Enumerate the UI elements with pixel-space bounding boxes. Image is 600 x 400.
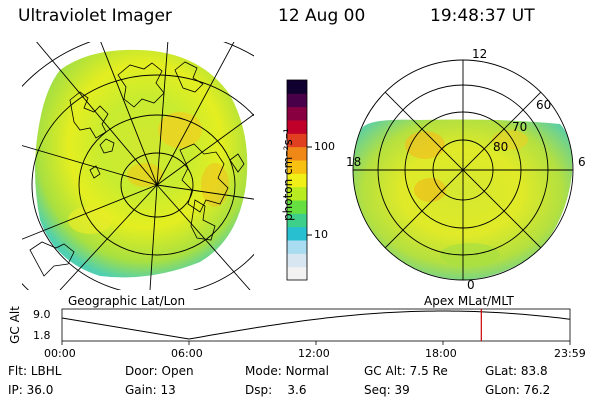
time-tick-2359: 23:59 xyxy=(554,347,586,360)
altitude-ylabel: GC Alt xyxy=(8,306,22,344)
mlt-label-0: 0 xyxy=(467,278,475,292)
geographic-map xyxy=(22,42,254,290)
colorbar-segment xyxy=(287,186,307,201)
info-gc-alt: GC Alt: 7.5 Re xyxy=(364,364,448,378)
observation-date: 12 Aug 00 xyxy=(278,6,366,26)
info-seq: Seq: 39 xyxy=(364,383,410,397)
altitude-ytick-max: 9.0 xyxy=(33,308,51,321)
altitude-plot xyxy=(61,308,571,345)
info-mode: Mode: Normal xyxy=(245,364,329,378)
colorbar-segment xyxy=(287,160,307,174)
time-tick-1200: 12:00 xyxy=(298,347,330,360)
colorbar-segment xyxy=(287,80,307,94)
colorbar-segment xyxy=(287,253,307,268)
time-tick-0600: 06:00 xyxy=(171,347,203,360)
colorbar-segment xyxy=(287,200,307,214)
colorbar-segment xyxy=(287,266,307,281)
magnetic-polar-plot xyxy=(352,59,574,281)
altitude-ytick-min: 1.8 xyxy=(33,329,51,342)
time-tick-1800: 18:00 xyxy=(425,347,457,360)
mlt-label-18: 18 xyxy=(346,155,362,169)
colorbar-segment xyxy=(287,93,307,108)
mlt-label-12: 12 xyxy=(472,47,488,61)
info-ip: IP: 36.0 xyxy=(8,383,54,397)
observation-time: 19:48:37 UT xyxy=(430,6,535,26)
colorbar-segment xyxy=(287,240,307,254)
lat-label-80: 80 xyxy=(493,140,509,154)
info-flt: Flt: LBHL xyxy=(8,364,62,378)
colorbar-segment xyxy=(287,133,307,148)
info-door: Door: Open xyxy=(125,364,194,378)
info-dsp: Dsp: 3.6 xyxy=(245,383,307,397)
colorbar-segment xyxy=(287,120,307,134)
info-glat: GLat: 83.8 xyxy=(485,364,548,378)
colorbar-tick-100: 100 xyxy=(314,140,335,153)
time-tick-0000: 00:00 xyxy=(44,347,76,360)
colorbar-segment xyxy=(287,226,307,241)
instrument-title: Ultraviolet Imager xyxy=(18,6,172,26)
colorbar-segment xyxy=(287,106,307,121)
colorbar xyxy=(286,79,312,281)
right-panel-label: Apex MLat/MLT xyxy=(424,294,514,308)
left-panel-label: Geographic Lat/Lon xyxy=(68,294,186,308)
info-glon: GLon: 76.2 xyxy=(485,383,551,397)
colorbar-tick-10: 10 xyxy=(314,228,328,241)
lat-label-70: 70 xyxy=(512,120,528,134)
info-gain: Gain: 13 xyxy=(125,383,176,397)
lat-label-60: 60 xyxy=(536,98,552,112)
colorbar-label: photon cm⁻²s⁻¹ xyxy=(281,128,295,221)
colorbar-segment xyxy=(287,146,307,161)
colorbar-segment xyxy=(287,173,307,188)
mlt-label-6: 6 xyxy=(578,155,586,169)
colorbar-segment xyxy=(287,213,307,228)
